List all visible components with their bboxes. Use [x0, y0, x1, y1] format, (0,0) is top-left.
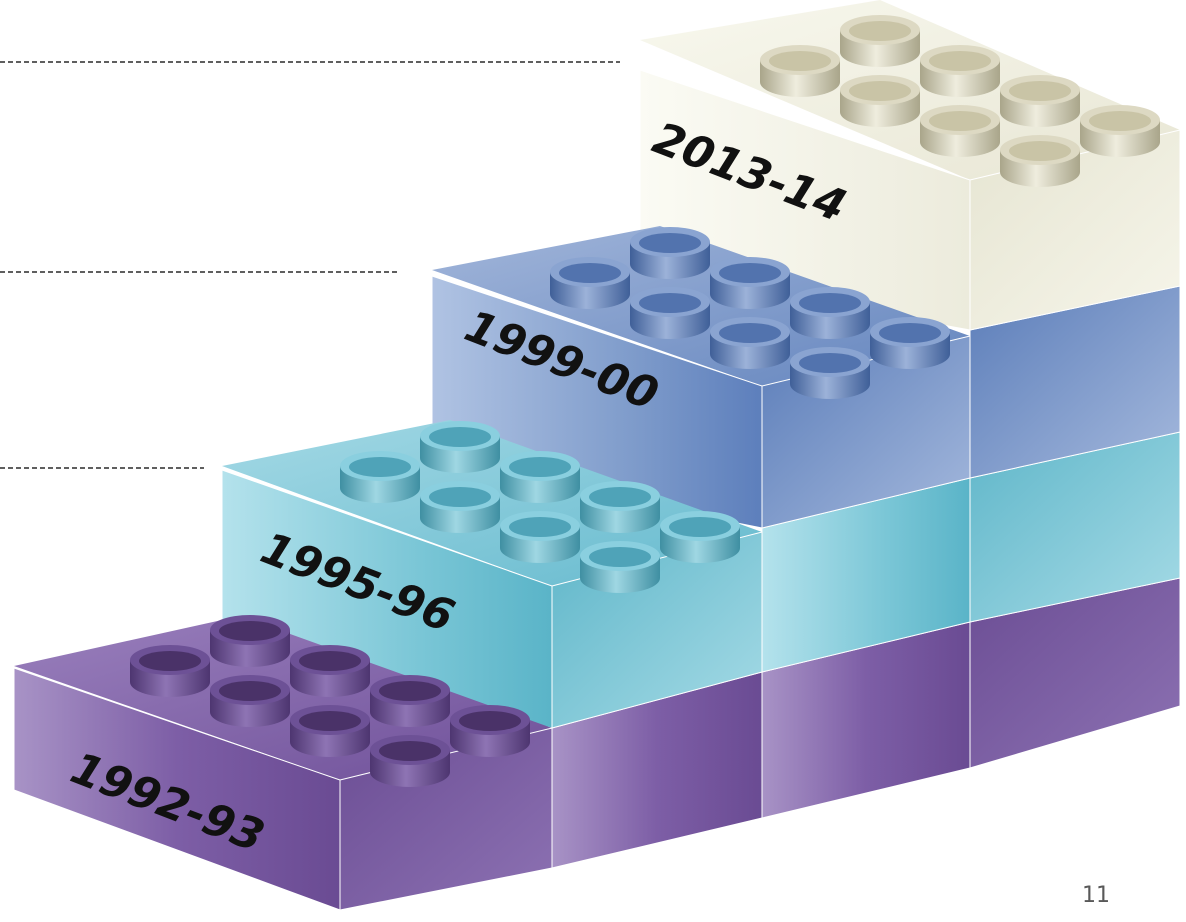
stud-hole	[799, 353, 861, 373]
stud-hole	[589, 487, 651, 507]
stud-hole	[879, 323, 941, 343]
stud-hole	[429, 487, 491, 507]
stud-hole	[139, 651, 201, 671]
stud-hole	[929, 111, 991, 131]
stud-hole	[379, 741, 441, 761]
stud-hole	[719, 263, 781, 283]
stud-hole	[1009, 81, 1071, 101]
stud-hole	[349, 457, 411, 477]
stud-hole	[299, 651, 361, 671]
stud-hole	[589, 547, 651, 567]
stud-hole	[1009, 141, 1071, 161]
stud-hole	[379, 681, 441, 701]
stud-hole	[929, 51, 991, 71]
stud-hole	[849, 21, 911, 41]
stud-hole	[1089, 111, 1151, 131]
stud-hole	[769, 51, 831, 71]
stud-hole	[639, 293, 701, 313]
stud-hole	[509, 517, 571, 537]
stud-hole	[459, 711, 521, 731]
stud-hole	[639, 233, 701, 253]
stud-hole	[219, 621, 281, 641]
stud-hole	[429, 427, 491, 447]
stud-hole	[799, 293, 861, 313]
page-number: 11	[1082, 883, 1110, 908]
stud-hole	[559, 263, 621, 283]
stud-hole	[509, 457, 571, 477]
stud-hole	[719, 323, 781, 343]
stud-hole	[299, 711, 361, 731]
stud-hole	[219, 681, 281, 701]
stud-hole	[669, 517, 731, 537]
stud-hole	[849, 81, 911, 101]
